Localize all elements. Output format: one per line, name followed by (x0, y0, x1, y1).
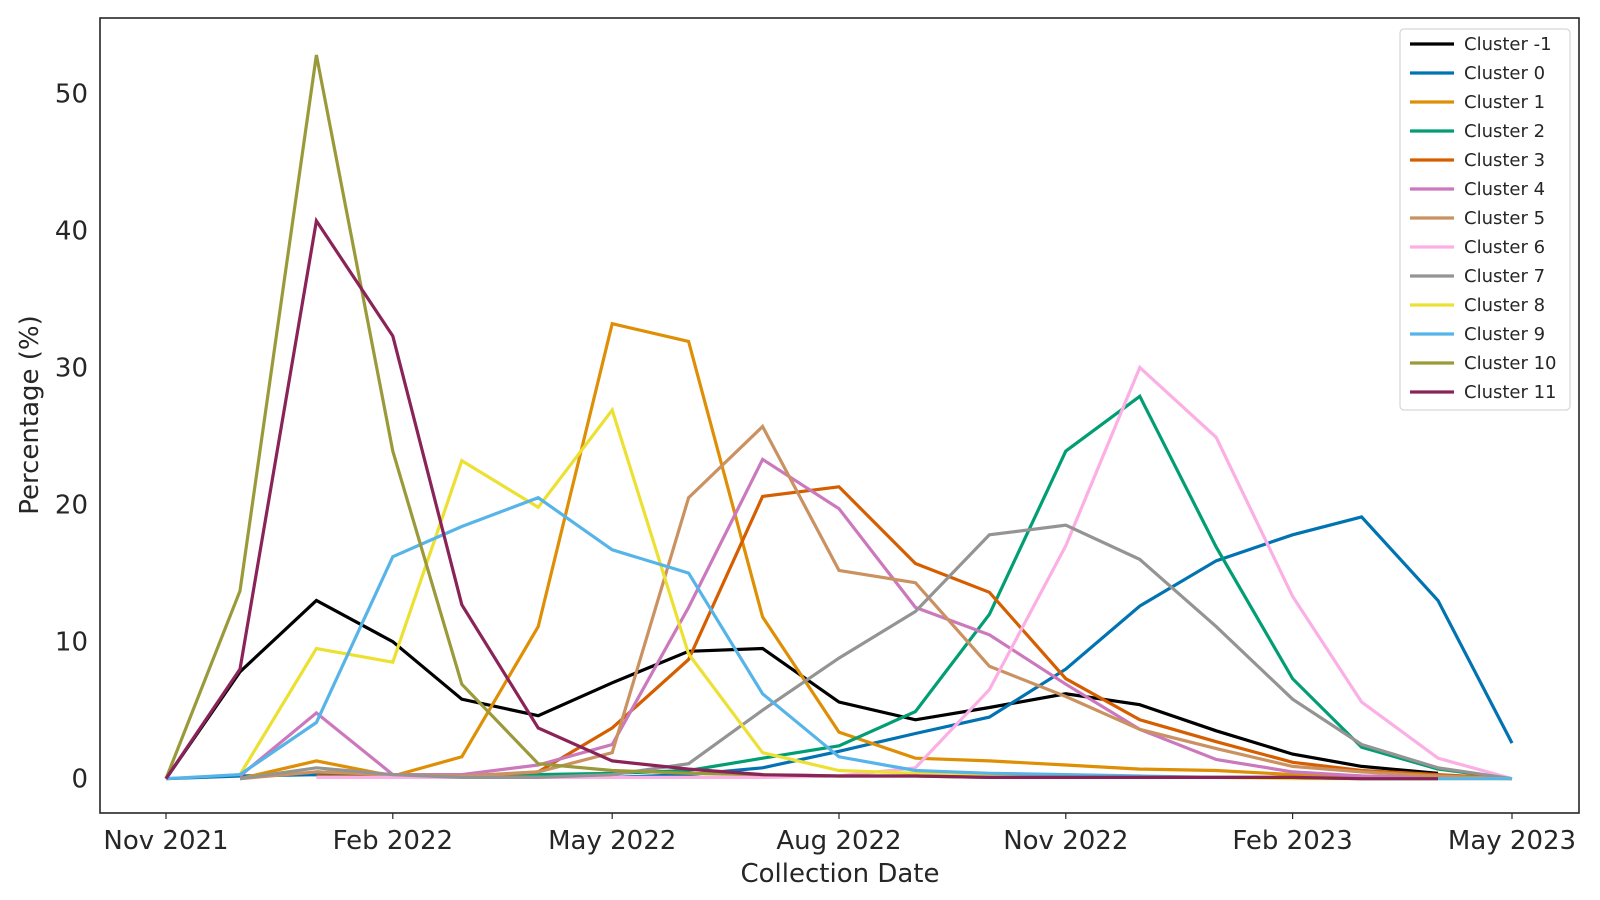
series-line-cluster-7 (239, 523, 1513, 781)
legend: Cluster -1 Cluster 0 Cluster 1 Cluster 2 Clu… (1399, 28, 1571, 411)
legend-label: Cluster 11 (1464, 382, 1557, 403)
legend-label: Cluster 9 (1464, 324, 1545, 345)
y-tick-label: 50 (55, 79, 88, 109)
y-tick-label: 20 (55, 491, 88, 521)
x-tick-label: Feb 2023 (1232, 826, 1352, 856)
x-tick-label: May 2022 (548, 826, 676, 856)
series-layer (164, 54, 1514, 781)
legend-label: Cluster 10 (1464, 353, 1557, 374)
y-tick-label: 10 (55, 628, 88, 658)
legend-label: Cluster 2 (1464, 121, 1545, 142)
legend-label: Cluster 0 (1464, 63, 1545, 84)
x-axis-label: Collection Date (740, 859, 939, 889)
y-axis-label: Percentage (%) (15, 315, 45, 515)
legend-label: Cluster -1 (1464, 34, 1552, 55)
y-tick-label: 0 (71, 765, 88, 795)
legend-label: Cluster 5 (1464, 208, 1545, 229)
x-axis-ticks: Nov 2021 Feb 2022 May 2022 Aug 2022 Nov 2022… (103, 813, 1576, 856)
legend-label: Cluster 6 (1464, 237, 1545, 258)
legend-label: Cluster 3 (1464, 150, 1545, 171)
series-line-cluster-11 (164, 216, 1438, 781)
x-tick-label: Nov 2021 (103, 826, 228, 856)
y-axis-ticks: 0 10 20 30 40 50 (55, 79, 88, 795)
x-tick-label: May 2023 (1448, 826, 1576, 856)
legend-label: Cluster 8 (1464, 295, 1545, 316)
x-tick-label: Aug 2022 (776, 826, 901, 856)
x-tick-label: Feb 2022 (333, 826, 453, 856)
legend-label: Cluster 1 (1464, 92, 1545, 113)
legend-box (1399, 28, 1571, 411)
legend-label: Cluster 7 (1464, 266, 1545, 287)
legend-items: Cluster -1 Cluster 0 Cluster 1 Cluster 2 Clu… (1410, 34, 1557, 403)
x-tick-label: Nov 2022 (1003, 826, 1128, 856)
legend-label: Cluster 4 (1464, 179, 1545, 200)
y-tick-label: 30 (55, 354, 88, 384)
y-tick-label: 40 (55, 216, 88, 246)
series-line-cluster-1 (239, 321, 1513, 781)
